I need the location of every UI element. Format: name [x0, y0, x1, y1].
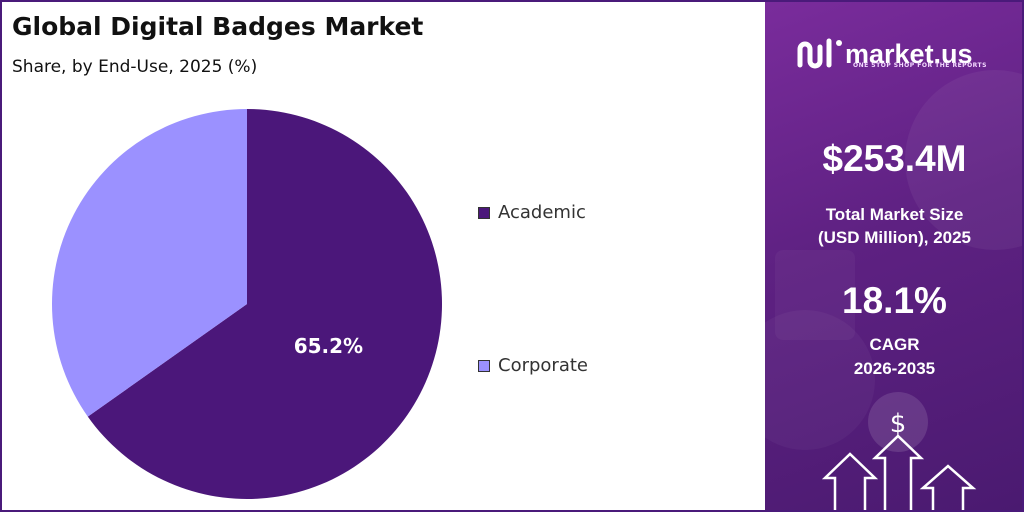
- legend-item-academic: Academic: [478, 202, 586, 223]
- cagr-label-line2: 2026-2035: [853, 359, 936, 378]
- pie-slice-corporate: [52, 108, 248, 417]
- data-label-academic: 65.2%: [294, 334, 363, 358]
- market-size-value: $253.4M: [822, 138, 967, 179]
- cagr-value: 18.1%: [842, 280, 947, 321]
- cagr-label-line1: CAGR: [869, 335, 920, 354]
- summary-panel: $ market.us ONE STOP SHOP FOR THE REPORT…: [765, 0, 1024, 512]
- up-arrow-icon: [821, 434, 977, 512]
- dollar-icon: $: [868, 392, 928, 452]
- legend-item-corporate: Corporate: [478, 355, 588, 376]
- pie-chart: 65.2%: [52, 108, 443, 499]
- legend-swatch-corporate: [478, 359, 490, 372]
- background-decoration: $: [765, 70, 1024, 512]
- chart-panel: Global Digital Badges Market Share, by E…: [12, 12, 588, 499]
- brand: market.us: [795, 35, 973, 73]
- brand-tagline: ONE STOP SHOP FOR THE REPORTS: [853, 62, 987, 69]
- market-size-label-line1: Total Market Size: [825, 205, 964, 224]
- brand-name: market.us: [845, 38, 973, 69]
- legend-label-academic: Academic: [498, 202, 586, 223]
- legend-label-corporate: Corporate: [498, 355, 588, 376]
- chart-subtitle: Share, by End-Use, 2025 (%): [12, 57, 258, 77]
- market-size-label-line2: (USD Million), 2025: [817, 228, 972, 247]
- market-us-logo-icon: [797, 38, 842, 69]
- legend-swatch-academic: [478, 206, 490, 219]
- svg-text:$: $: [890, 409, 907, 439]
- pie-slice-academic: [87, 109, 443, 499]
- chart-title: Global Digital Badges Market: [12, 12, 424, 41]
